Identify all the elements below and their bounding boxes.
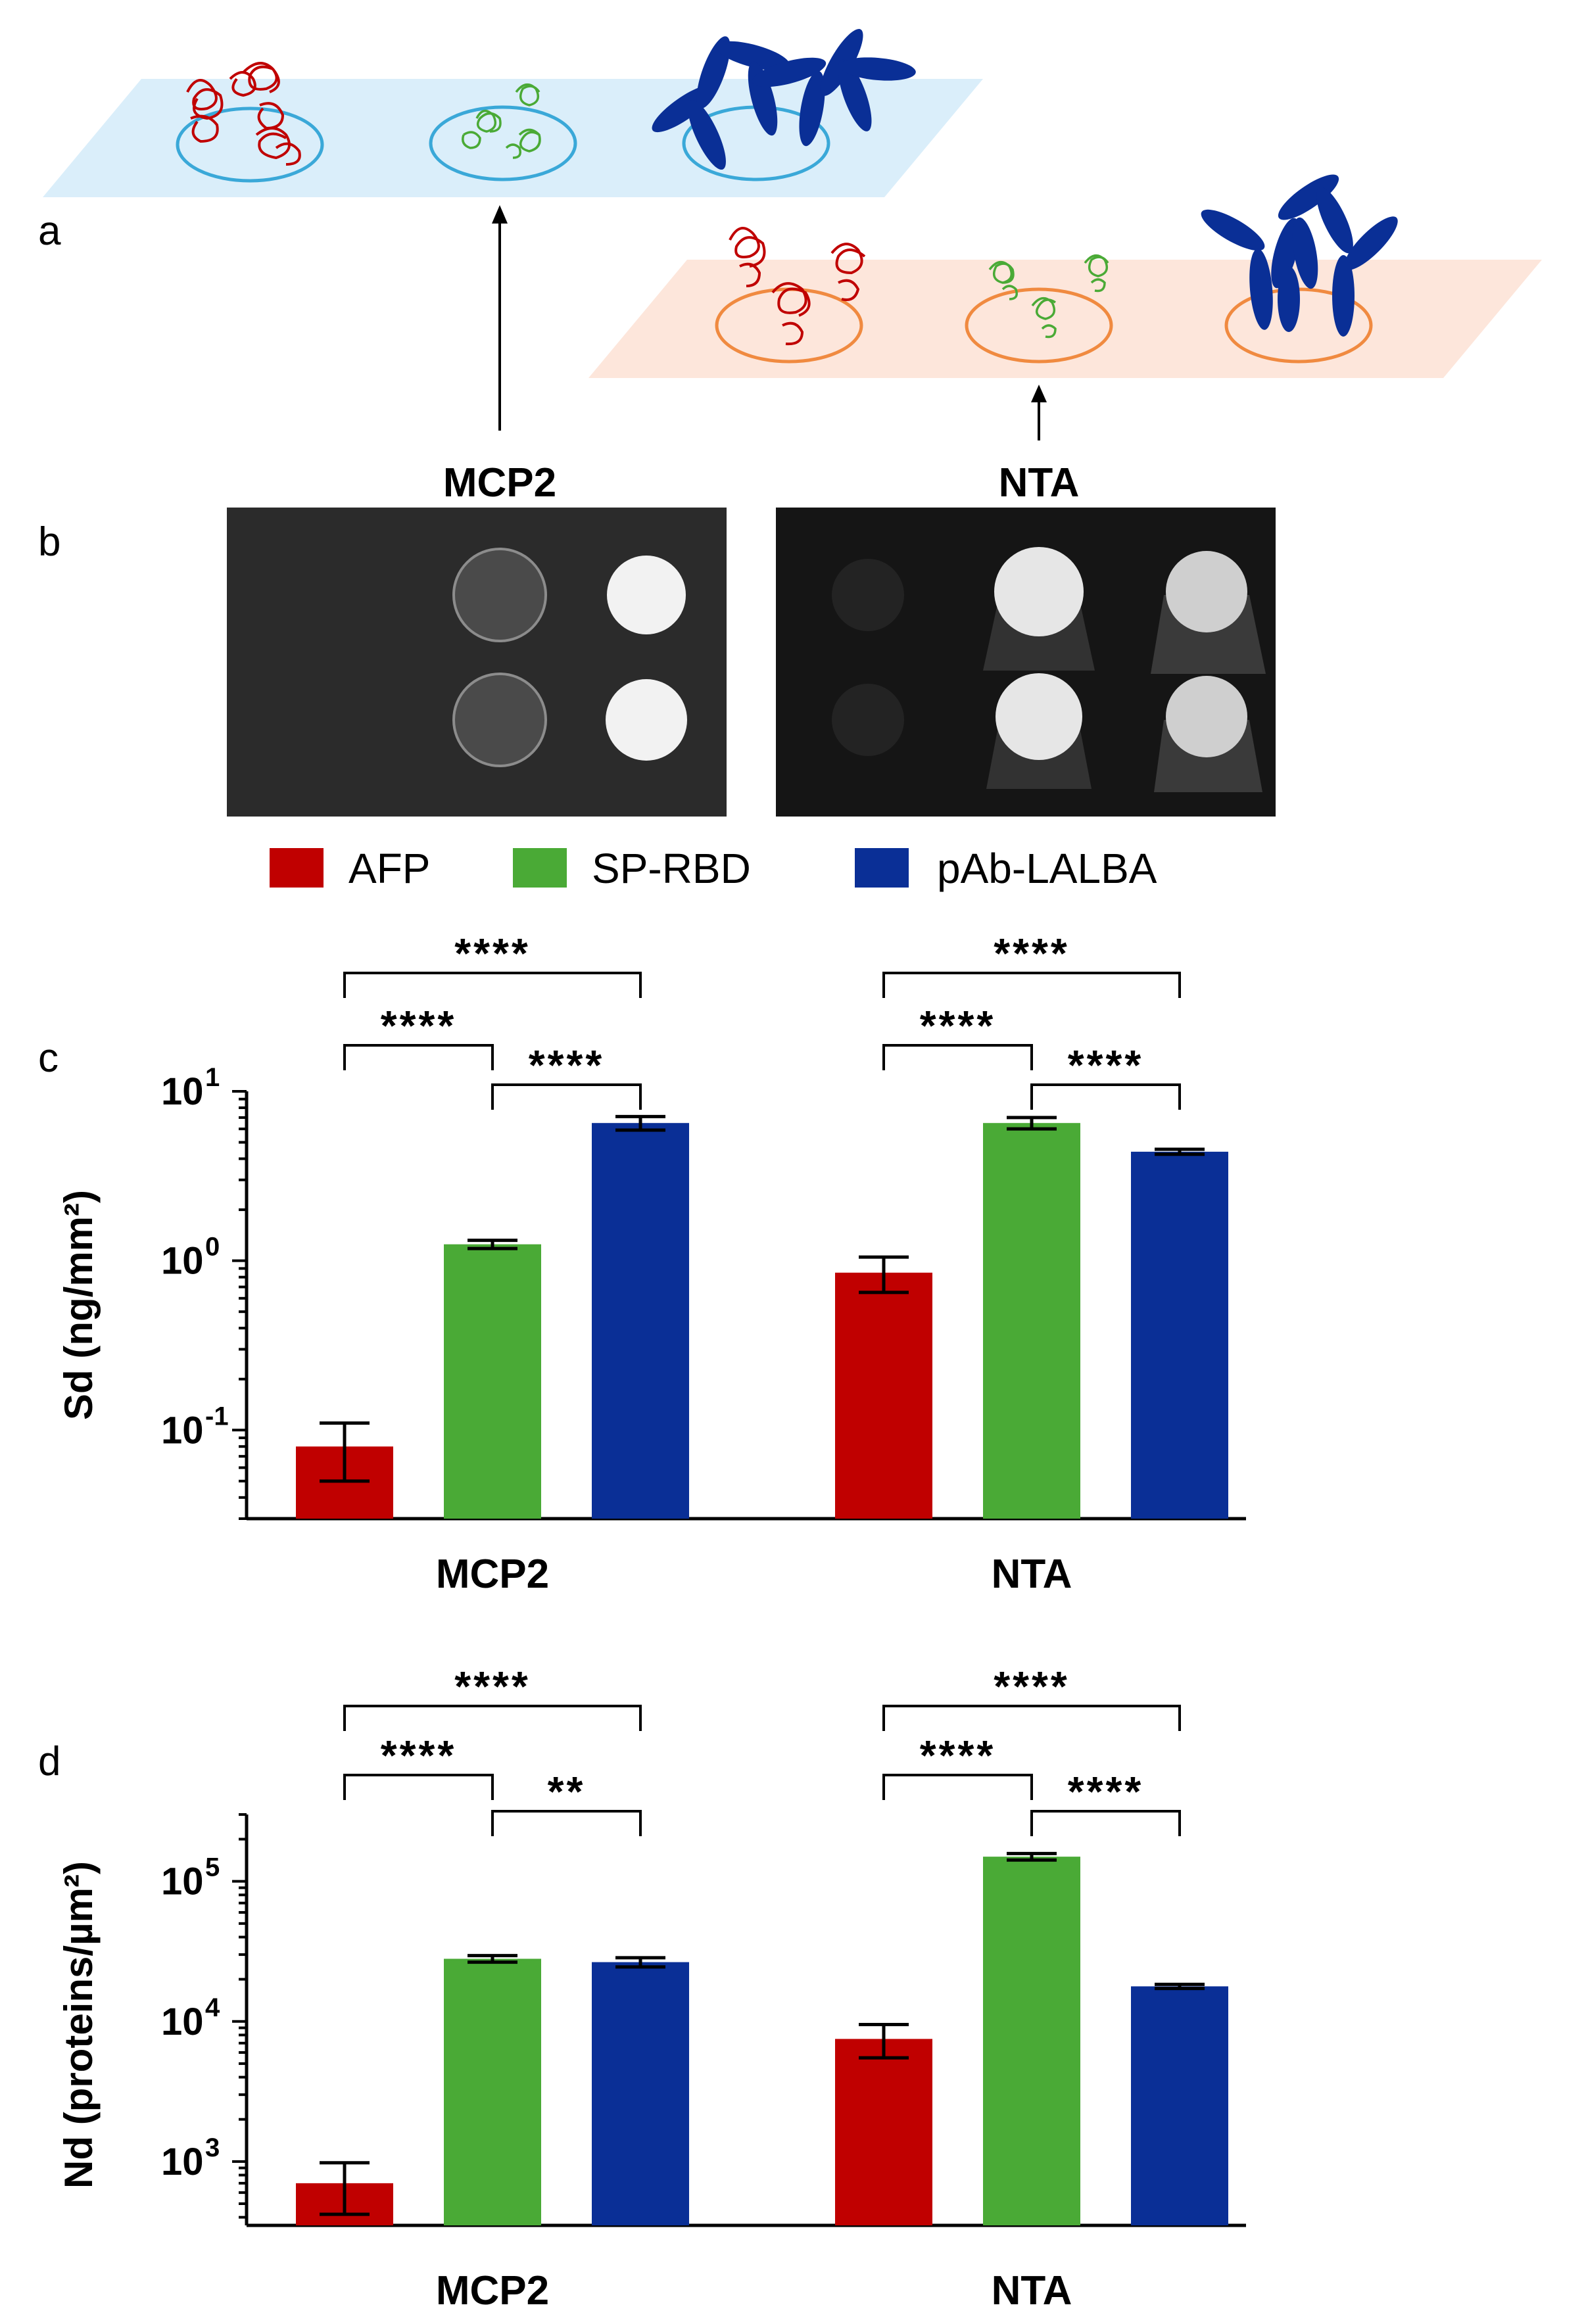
bar-pab-lalba [592,1123,689,1519]
y-tick-exponent: 5 [205,1853,220,1882]
panel-letter-d: d [38,1739,60,1784]
legend-label-pab: pAb-LALBA [937,845,1157,892]
nta-spot-afp-top [832,559,904,631]
mcp2-spot-sprbd-top [452,548,547,642]
significance-bracket [882,972,1181,998]
bar-sp-rbd [444,1958,541,2225]
bar-afp [835,2039,932,2225]
y-tick-label: 10 [161,1240,204,1283]
significance-label: **** [1068,1041,1144,1089]
red-protein-ribbon-icon [729,227,866,346]
legend-label-afp: AFP [348,845,430,892]
y-tick-label: 10 [161,1070,204,1113]
significance-bracket [343,1705,642,1731]
significance-bracket [1030,1083,1181,1110]
y-tick-label: 10 [161,2001,204,2043]
mcp2-spot-pab-bottom [606,679,687,761]
mcp2-spot-sprbd [429,105,577,181]
significance-label: **** [381,1732,457,1779]
y-shaped-antibody-icon [652,29,916,170]
green-protein-ribbon-icon [988,254,1109,339]
y-tick-exponent: 4 [205,1993,220,2022]
bar-pab-lalba [1131,1986,1228,2225]
arrow-nta-head [1031,385,1047,402]
significance-label: **** [920,1002,996,1049]
significance-bracket [343,972,642,998]
panel-b-title-mcp2: MCP2 [443,460,556,506]
x-category-label: NTA [992,1552,1072,1597]
legend-swatch-sprbd [513,848,567,888]
y-tick-exponent: -1 [205,1402,229,1431]
y-tick-exponent: 3 [205,2133,220,2162]
legend-swatch-afp [270,848,324,888]
nta-spot-afp-bottom [832,684,904,756]
nta-spot-pab-bottom [1166,676,1247,757]
y-tick-exponent: 0 [205,1233,220,1262]
significance-bracket [882,1774,1033,1800]
significance-label: **** [381,1002,457,1049]
x-category-label: MCP2 [436,1552,549,1597]
nta-spot-sprbd-top [994,547,1084,636]
legend-swatch-pab [855,848,909,888]
nta-spot-sprbd [965,287,1113,364]
y-tick-label: 10 [161,1861,204,1903]
mcp2-spot-sprbd-bottom [452,673,547,767]
legend-label-sprbd: SP-RBD [592,845,751,892]
red-protein-ribbon-icon [186,62,301,166]
significance-label: **** [454,930,531,977]
y-axis-title: Nd (proteins/µm²) [57,1861,101,2189]
y-tick-label: 10 [161,2141,204,2183]
panel-letter-b: b [38,519,60,565]
x-category-label: MCP2 [436,2268,549,2313]
panel-b: MCP2 NTA b [38,460,1276,817]
y-shaped-antibody-icon [1201,174,1398,337]
arrow-mcp2-head [492,205,508,224]
bar-sp-rbd [983,1857,1080,2225]
significance-bracket [882,1044,1033,1070]
y-axis-title: Sd (ng/mm²) [57,1190,101,1420]
panel-a: a [38,29,1542,440]
significance-label: ** [548,1768,586,1815]
bar-pab-lalba [592,1962,689,2225]
significance-bracket [491,1810,642,1836]
significance-bracket [343,1774,494,1800]
green-protein-ribbon-icon [462,83,541,159]
significance-bracket [343,1044,494,1070]
bar-sp-rbd [444,1244,541,1519]
significance-label: **** [454,1663,531,1710]
panel-letter-c: c [38,1035,59,1081]
y-tick-label: 10 [161,1409,204,1452]
panel-b-title-nta: NTA [999,460,1080,506]
x-category-label: NTA [992,2268,1072,2313]
significance-bracket [1030,1810,1181,1836]
y-tick-exponent: 1 [205,1063,220,1092]
nta-spot-pab-top [1166,551,1247,632]
significance-label: **** [920,1732,996,1779]
significance-label: **** [994,1663,1070,1710]
bar-sp-rbd [983,1123,1080,1519]
nta-spot-sprbd-bottom [996,673,1082,760]
significance-bracket [491,1083,642,1110]
significance-label: **** [529,1041,605,1089]
significance-label: **** [1068,1768,1144,1815]
bar-afp [835,1272,932,1519]
significance-label: **** [994,930,1070,977]
legend: AFP SP-RBD pAb-LALBA [270,845,1157,892]
mcp2-spot-afp [176,107,324,183]
bar-pab-lalba [1131,1151,1228,1519]
mcp2-spot-pab-top [607,556,686,634]
panel-letter-a: a [38,208,61,254]
significance-bracket [882,1705,1181,1731]
